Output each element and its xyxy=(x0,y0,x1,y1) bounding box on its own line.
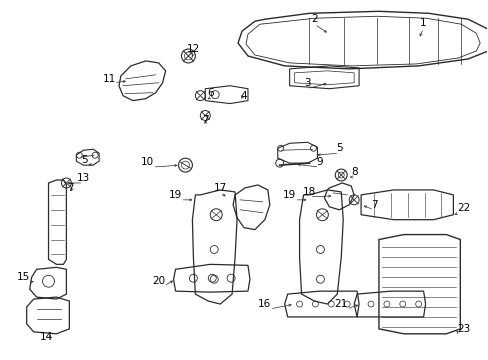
Text: 7: 7 xyxy=(370,200,377,210)
Text: 20: 20 xyxy=(152,276,165,286)
Text: 13: 13 xyxy=(77,173,90,183)
Text: 3: 3 xyxy=(304,78,310,88)
Text: 4: 4 xyxy=(240,91,247,101)
Text: 18: 18 xyxy=(302,187,315,197)
Text: 7: 7 xyxy=(202,116,208,126)
Text: 7: 7 xyxy=(67,183,74,193)
Text: 12: 12 xyxy=(186,44,200,54)
Text: 22: 22 xyxy=(457,203,470,213)
Text: 19: 19 xyxy=(168,190,182,200)
Text: 10: 10 xyxy=(141,157,154,167)
Text: 5: 5 xyxy=(335,143,342,153)
Text: 15: 15 xyxy=(17,272,30,282)
Text: 17: 17 xyxy=(213,183,226,193)
Text: 6: 6 xyxy=(206,88,213,98)
Text: 1: 1 xyxy=(419,18,426,28)
Text: 21: 21 xyxy=(334,299,347,309)
Text: 5: 5 xyxy=(81,155,87,165)
Text: 8: 8 xyxy=(350,167,357,177)
Text: 9: 9 xyxy=(315,157,322,167)
Text: 23: 23 xyxy=(457,324,470,334)
Text: 11: 11 xyxy=(102,74,116,84)
Text: 16: 16 xyxy=(258,299,271,309)
Text: 14: 14 xyxy=(40,332,53,342)
Text: 2: 2 xyxy=(310,14,317,24)
Text: 19: 19 xyxy=(283,190,296,200)
